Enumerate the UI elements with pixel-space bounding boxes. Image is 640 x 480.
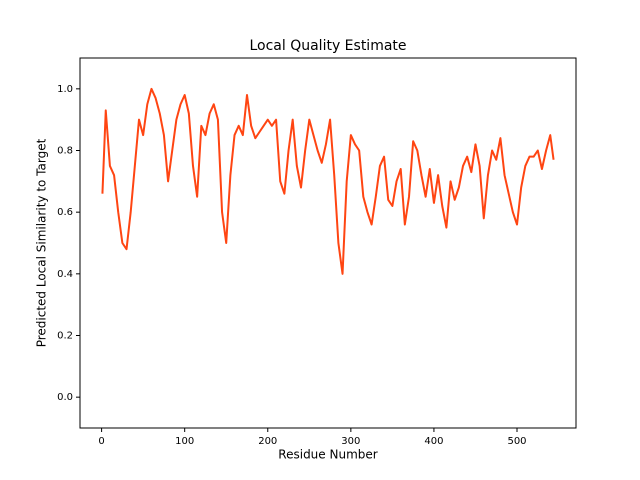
x-tick-label: 400: [424, 436, 443, 447]
y-axis-label: Predicted Local Similarity to Target: [35, 138, 49, 347]
y-tick-label: 0.4: [57, 269, 73, 280]
y-tick-label: 0.6: [57, 207, 73, 218]
chart-title: Local Quality Estimate: [249, 38, 406, 54]
y-tick-label: 0.2: [57, 331, 73, 342]
data-line: [101, 87, 555, 275]
x-axis-label: Residue Number: [278, 448, 377, 462]
x-tick-label: 0: [98, 436, 104, 447]
y-tick-label: 0.8: [57, 146, 73, 157]
x-tick-label: 500: [507, 436, 526, 447]
x-tick-label: 300: [341, 436, 360, 447]
plot-frame: [79, 57, 577, 429]
y-tick-label: 0.0: [57, 392, 73, 403]
x-tick-label: 200: [258, 436, 277, 447]
x-tick-label: 100: [175, 436, 194, 447]
y-tick-label: 1.0: [57, 84, 73, 95]
